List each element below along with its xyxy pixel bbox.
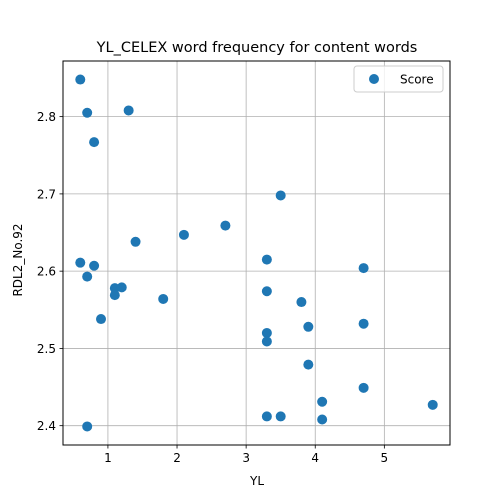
- plot-area-frame: [62, 60, 451, 446]
- data-point: [123, 105, 134, 116]
- data-point: [296, 297, 307, 308]
- x-tick-label: 3: [242, 451, 250, 465]
- legend: Score: [353, 65, 444, 93]
- data-point: [317, 396, 328, 407]
- y-tick-label: 2.8: [37, 110, 56, 124]
- data-points: [75, 74, 438, 432]
- legend-entry-score: Score: [400, 73, 434, 87]
- data-point: [427, 399, 438, 410]
- legend-box: [353, 65, 444, 93]
- data-point: [275, 411, 286, 422]
- axis-ticks: 1 2 3 4 5 2.4 2.5 2.6 2.7 2.8: [37, 110, 388, 465]
- y-tick-label: 2.6: [37, 265, 56, 279]
- data-point: [358, 263, 369, 274]
- data-point: [358, 318, 369, 329]
- data-point: [178, 229, 189, 240]
- data-point: [303, 321, 314, 332]
- data-point: [82, 421, 93, 432]
- data-point: [275, 190, 286, 201]
- x-axis-label: YL: [249, 474, 264, 488]
- y-tick-label: 2.4: [37, 419, 56, 433]
- data-point: [317, 414, 328, 425]
- x-tick-label: 5: [381, 451, 389, 465]
- data-point: [158, 293, 169, 304]
- grid: [63, 61, 450, 445]
- data-point: [261, 327, 272, 338]
- y-tick-label: 2.7: [37, 187, 56, 201]
- data-point: [261, 411, 272, 422]
- data-point: [75, 74, 86, 85]
- data-point: [261, 286, 272, 297]
- data-point: [82, 271, 93, 282]
- data-point: [261, 336, 272, 347]
- data-point: [89, 260, 100, 271]
- data-point: [261, 254, 272, 265]
- chart-title: YL_CELEX word frequency for content word…: [96, 40, 418, 56]
- data-point: [220, 220, 231, 231]
- data-point: [96, 314, 107, 325]
- x-tick-label: 1: [104, 451, 112, 465]
- y-axis-label: RDL2_No.92: [11, 223, 25, 296]
- data-point: [303, 359, 314, 370]
- data-point: [82, 107, 93, 118]
- data-point: [109, 290, 120, 301]
- data-point: [89, 137, 100, 148]
- data-point: [75, 257, 86, 268]
- legend-marker: [369, 74, 379, 84]
- x-tick-label: 4: [311, 451, 319, 465]
- y-tick-label: 2.5: [37, 342, 56, 356]
- data-point: [116, 282, 127, 293]
- data-point: [130, 236, 141, 247]
- data-point: [358, 382, 369, 393]
- x-tick-label: 2: [173, 451, 181, 465]
